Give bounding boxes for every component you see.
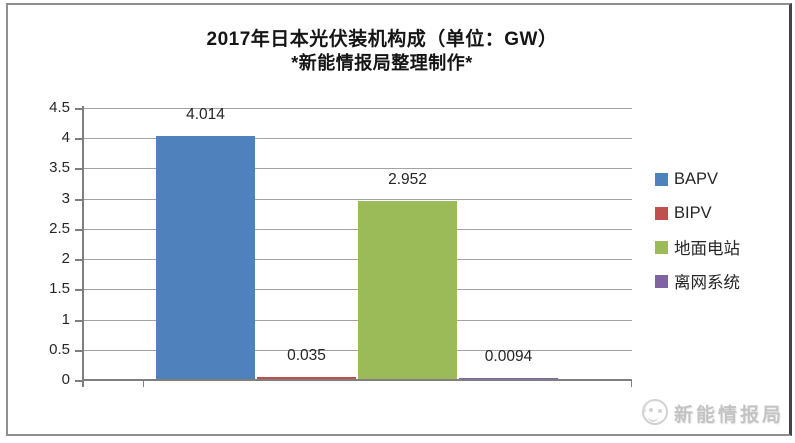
legend-swatch-icon [655,172,668,186]
y-tick-label: 3.5 [49,159,70,176]
legend-label: BAPV [674,169,719,188]
legend-swatch-icon [655,206,668,220]
y-axis [82,106,84,387]
gridline [83,320,632,321]
legend-item: 地面电站 [655,230,740,264]
wing-icon [640,399,656,413]
y-axis-tick [75,138,83,140]
x-axis [83,379,632,381]
y-axis-tick [75,168,83,170]
chart-subtitle: *新能情报局整理制作* [291,53,473,73]
legend: BAPV BIPV 地面电站离网系统 [655,162,740,298]
y-tick-label: 0 [61,371,70,388]
legend-label: 地面电站 [674,240,740,258]
bar-value-label: 4.014 [186,106,225,123]
legend-item: 离网系统 [655,264,740,298]
bar-地面电站 [358,201,457,379]
x-axis-tick [143,380,144,387]
bar-bapv [156,136,255,379]
gridline [83,289,632,290]
y-tick-label: 2 [61,250,70,267]
legend-item: BIPV [655,196,740,230]
bar-value-label: 0.035 [287,347,326,364]
y-tick-label: 0.5 [49,341,70,358]
watermark-text: 新能情报局 [674,405,785,426]
y-axis-tick [75,320,83,322]
legend-item: BAPV [655,162,740,196]
y-axis-tick [75,259,83,261]
y-axis-tick [75,108,83,110]
bar-value-label: 0.0094 [484,348,533,365]
gridline [83,259,632,260]
gridline [83,229,632,230]
x-axis-tick [631,380,632,387]
bar-value-label: 2.952 [388,171,427,188]
y-tick-label: 1 [61,311,70,328]
legend-swatch-icon [655,274,668,288]
y-axis-tick [75,229,83,231]
y-axis-tick [75,380,83,382]
bird-circle-logo-icon [640,399,668,425]
y-tick-label: 1.5 [49,280,70,297]
legend-label: 离网系统 [674,274,740,292]
bar-bipv [257,377,356,379]
gridline [83,350,632,351]
gridline [83,168,632,169]
y-tick-label: 2.5 [49,220,70,237]
bar-离网系统 [459,378,558,379]
y-axis-tick [75,289,83,291]
y-tick-label: 3 [61,190,70,207]
gridline [83,138,632,139]
gridline [83,199,632,200]
y-tick-label: 4.5 [49,99,70,116]
y-axis-tick [75,350,83,352]
legend-label: BIPV [674,203,712,222]
gridline [83,108,632,109]
legend-swatch-icon [655,240,668,254]
y-axis-tick [75,199,83,201]
chart-title: 2017年日本光伏装机构成（单位：GW） [206,29,558,50]
y-tick-label: 4 [61,129,70,146]
watermark: 新能情报局 [636,394,792,430]
